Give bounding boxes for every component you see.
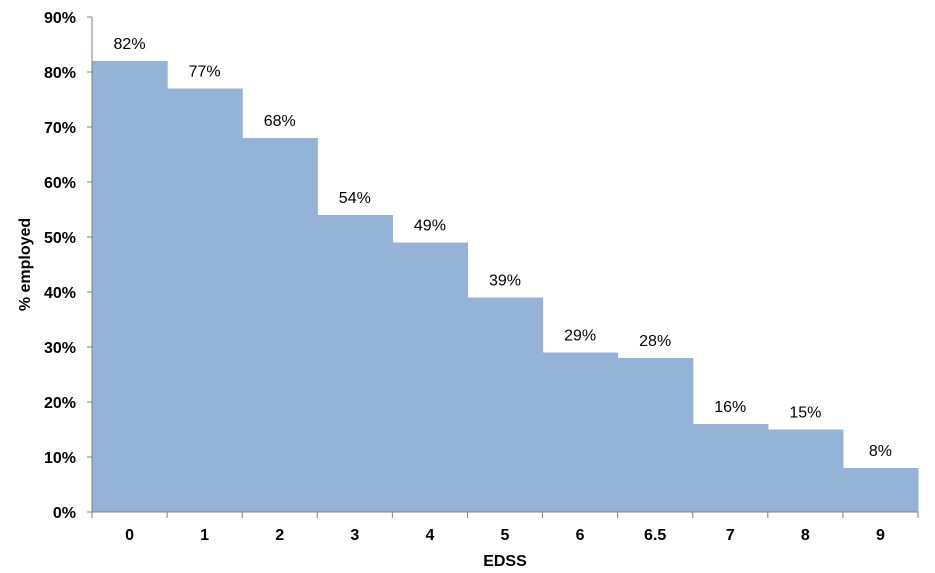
bar-6 [542, 352, 619, 512]
bar-3 [317, 215, 393, 512]
x-tick-label: 2 [275, 527, 284, 544]
x-tick-label: 6 [576, 527, 585, 544]
data-label: 68% [264, 113, 296, 130]
x-tick-label: 9 [876, 527, 885, 544]
y-tick-label: 0% [53, 505, 76, 522]
y-tick-label: 40% [44, 285, 76, 302]
x-axis-title: EDSS [483, 553, 527, 570]
x-tick-label: 1 [200, 527, 209, 544]
bar-2 [242, 138, 318, 512]
data-label: 29% [564, 328, 596, 345]
data-label: 77% [189, 64, 221, 81]
x-tick-label: 3 [350, 527, 359, 544]
x-tick-label: 0 [125, 527, 134, 544]
bar-6.5 [617, 358, 694, 512]
y-axis-ticks: 0% 10% 20% 30% 40% 50% 60% 70% 80% 90% [44, 10, 92, 522]
x-axis-ticks: 0 1 2 3 4 5 6 6.5 7 8 9 [91, 512, 919, 544]
bar-4 [392, 242, 469, 512]
bar-group [92, 61, 919, 512]
y-tick-label: 60% [44, 175, 76, 192]
x-tick-label: 8 [801, 527, 810, 544]
data-label: 28% [639, 333, 671, 350]
data-label: 8% [869, 443, 892, 460]
data-label: 15% [789, 405, 821, 422]
x-tick-label: 6.5 [644, 527, 666, 544]
data-label: 82% [114, 36, 146, 53]
bar-0 [92, 61, 168, 512]
y-tick-label: 20% [44, 395, 76, 412]
data-label: 16% [714, 399, 746, 416]
data-label: 49% [414, 218, 446, 235]
x-tick-label: 4 [425, 527, 434, 544]
y-tick-label: 50% [44, 230, 76, 247]
y-tick-label: 80% [44, 65, 76, 82]
y-tick-label: 70% [44, 120, 76, 137]
data-label: 39% [489, 273, 521, 290]
y-tick-label: 90% [44, 10, 76, 27]
y-tick-label: 30% [44, 340, 76, 357]
y-tick-label: 10% [44, 450, 76, 467]
bar-9 [842, 468, 919, 512]
bar-8 [767, 429, 844, 512]
bar-1 [167, 88, 243, 512]
y-axis-title: % employed [17, 218, 34, 311]
bar-7 [692, 424, 769, 512]
bar-5 [467, 297, 544, 512]
x-tick-label: 7 [726, 527, 735, 544]
data-label-group: 82% 77% 68% 54% 49% 39% 29% 28% 16% 15% 8% [114, 36, 892, 460]
data-label: 54% [339, 190, 371, 207]
x-tick-label: 5 [501, 527, 510, 544]
